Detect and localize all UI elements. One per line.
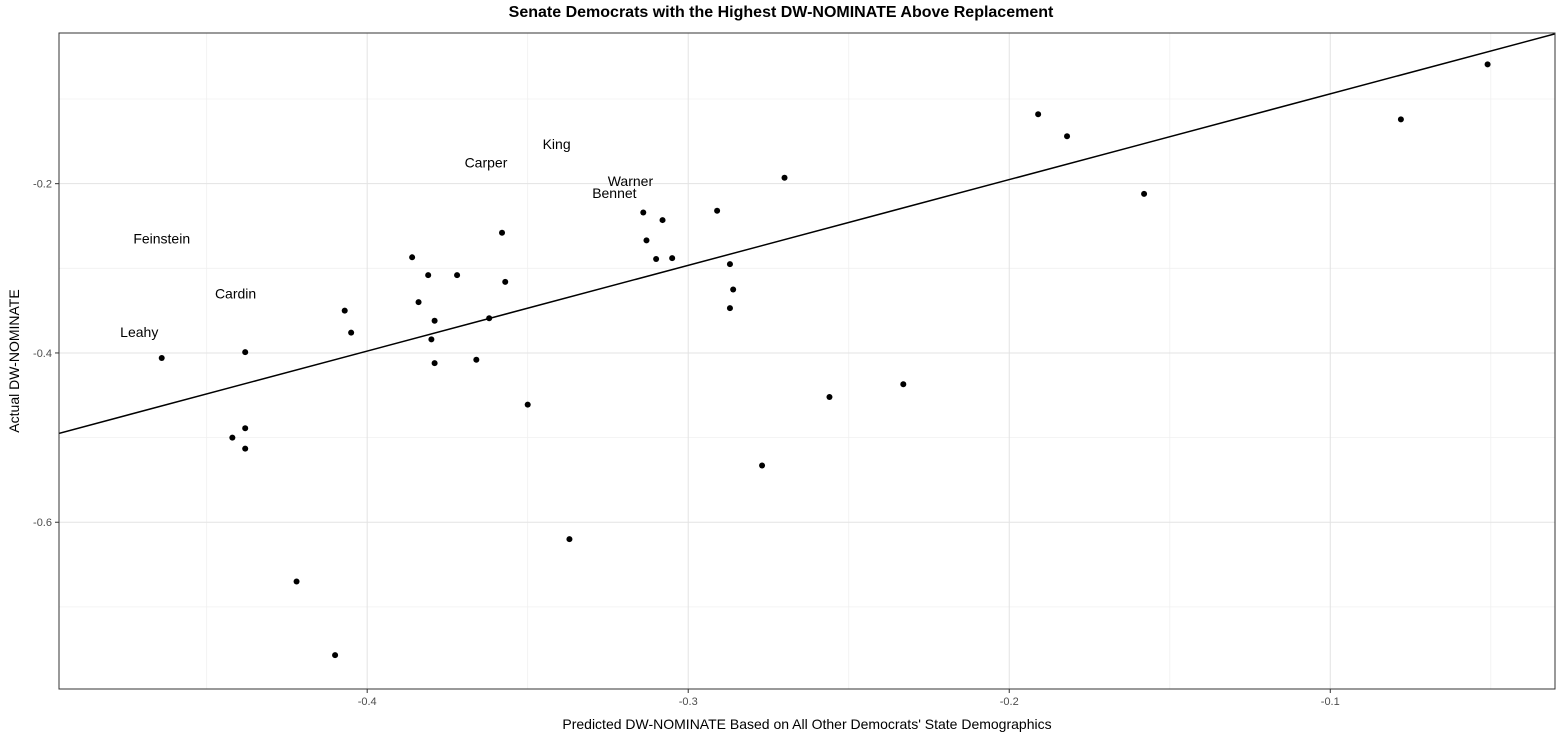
- data-point: [659, 217, 666, 224]
- data-point: [643, 237, 650, 244]
- point-annotation: King: [543, 136, 571, 152]
- data-point: [759, 462, 766, 469]
- data-point: [332, 652, 339, 659]
- plot-panel: [59, 33, 1555, 689]
- data-point: [242, 425, 249, 432]
- point-annotation: Cardin: [215, 286, 256, 302]
- chart-title: Senate Democrats with the Highest DW-NOM…: [508, 4, 1054, 21]
- data-point: [473, 356, 480, 363]
- x-tick-label: -0.2: [1000, 696, 1019, 708]
- point-annotation: Warner: [608, 173, 654, 189]
- y-axis-label: Actual DW-NOMINATE: [6, 289, 22, 433]
- data-point: [653, 256, 660, 263]
- point-annotation: Leahy: [120, 324, 158, 340]
- data-point: [566, 536, 573, 543]
- data-point: [826, 393, 833, 400]
- data-point: [229, 434, 236, 441]
- data-point: [1141, 190, 1148, 197]
- x-axis-label: Predicted DW-NOMINATE Based on All Other…: [562, 716, 1052, 732]
- data-point: [1484, 61, 1491, 68]
- point-annotation: Bennet: [592, 185, 636, 201]
- data-point: [348, 329, 355, 336]
- data-point: [502, 278, 509, 285]
- y-tick-label: -0.2: [33, 179, 52, 191]
- data-point: [415, 299, 422, 306]
- data-point: [293, 578, 300, 585]
- data-point: [900, 381, 907, 388]
- data-point: [158, 355, 165, 362]
- data-point: [730, 286, 737, 293]
- plot-border: [58, 32, 1556, 690]
- data-point: [726, 305, 733, 312]
- data-point: [428, 336, 435, 343]
- data-point: [431, 317, 438, 324]
- data-point: [454, 272, 461, 279]
- y-tick-label: -0.6: [33, 517, 52, 529]
- data-point: [1397, 116, 1404, 123]
- data-point: [1035, 111, 1042, 118]
- data-point: [669, 255, 676, 262]
- data-point: [409, 254, 416, 261]
- data-point: [781, 174, 788, 181]
- data-point: [524, 401, 531, 408]
- point-annotation: Feinstein: [133, 231, 190, 247]
- data-point: [499, 229, 506, 236]
- x-tick-label: -0.4: [358, 696, 377, 708]
- point-annotation: Carper: [465, 155, 508, 171]
- data-point: [726, 261, 733, 268]
- data-point: [242, 445, 249, 452]
- data-point: [1064, 133, 1071, 140]
- trend-line: [59, 33, 1555, 435]
- data-point: [242, 349, 249, 356]
- data-point: [486, 315, 493, 322]
- data-point: [425, 272, 432, 279]
- data-point: [640, 209, 647, 216]
- x-tick-label: -0.3: [679, 696, 698, 708]
- data-point: [431, 360, 438, 367]
- data-point: [341, 307, 348, 314]
- y-tick-label: -0.4: [33, 348, 52, 360]
- data-point: [714, 207, 721, 214]
- x-tick-label: -0.1: [1321, 696, 1340, 708]
